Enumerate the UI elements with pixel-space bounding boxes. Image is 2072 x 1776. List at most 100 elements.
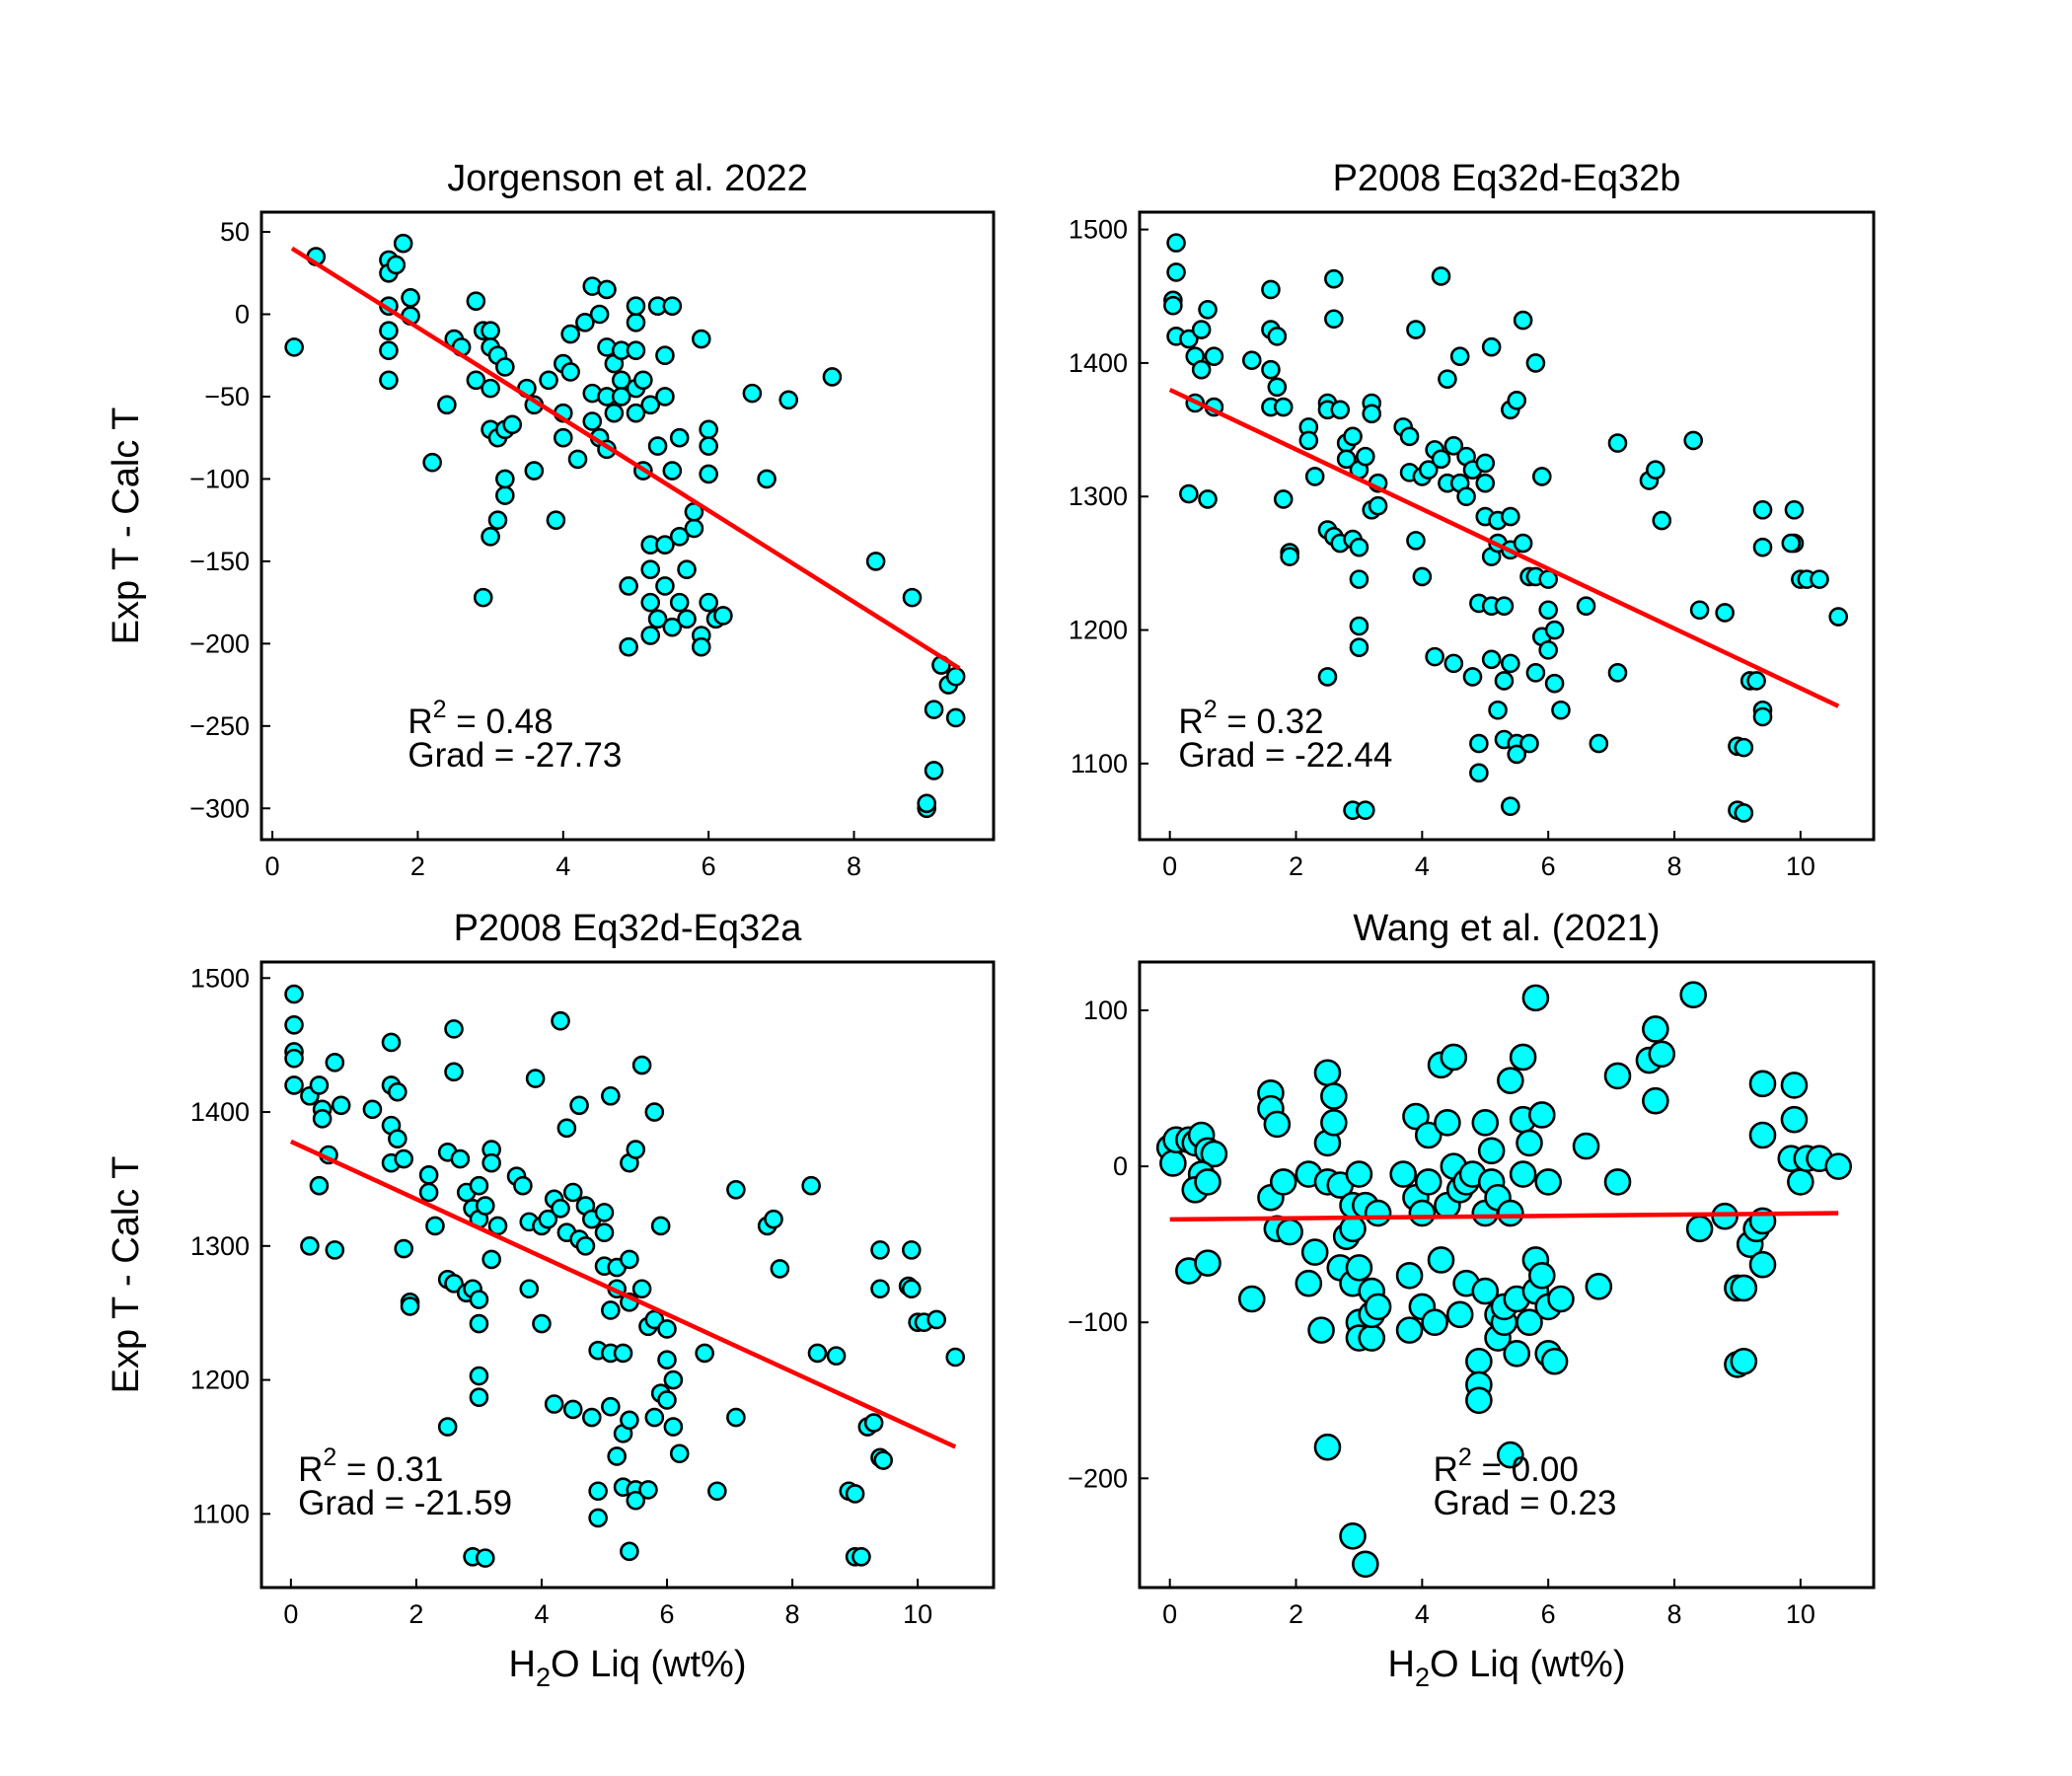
point [1469,733,1489,754]
point [1418,460,1439,480]
point [1402,1102,1430,1131]
point [469,1290,489,1309]
point [1603,1062,1632,1090]
point [684,518,704,539]
point [663,1369,684,1390]
point [425,1216,445,1236]
point [1273,489,1294,509]
point [1730,1274,1758,1302]
point [473,587,493,608]
x-axis-label-part: 2 [536,1663,551,1692]
point [691,636,711,657]
point [1752,537,1773,557]
point [713,606,733,626]
point [662,617,683,637]
point [640,592,661,613]
point [1513,310,1533,331]
point [418,1165,439,1185]
point [778,390,799,410]
x-tick-label: 6 [1541,851,1556,881]
point [1395,1261,1424,1290]
point [1414,1121,1443,1149]
point [475,1548,495,1568]
point [1406,320,1426,339]
r2-annotation-part: R [407,703,432,741]
point [1752,706,1773,727]
point [1358,1324,1386,1352]
point [1531,467,1552,486]
point [1273,397,1294,417]
point [422,452,442,473]
fit-line [289,1139,957,1449]
point [691,329,711,349]
point [1443,436,1464,456]
point [707,1481,727,1502]
point [1497,1067,1524,1094]
point [626,296,646,316]
point [1589,733,1609,754]
point [582,411,603,431]
point [1810,569,1829,589]
point [620,1541,639,1562]
point [669,1443,690,1464]
y-axis-label: Exp T - Calc T [106,407,147,645]
point [1585,1273,1613,1300]
y-tick-label: −50 [204,382,250,411]
y-tick-label: 50 [220,217,250,247]
point [650,1216,671,1236]
x-tick-label: 0 [283,1599,298,1629]
point [284,1048,304,1069]
point [502,414,523,435]
point [325,1240,345,1260]
point [1519,733,1539,754]
x-axis-label-part: 2 [1415,1663,1430,1692]
point [726,1179,746,1200]
point [1521,984,1550,1012]
point [1516,1308,1543,1337]
point [757,469,777,489]
y-tick-label: 1400 [1069,348,1128,378]
point [945,1347,966,1368]
subplot-title: Wang et al. (2021) [1353,908,1660,949]
r2-annotation-part: R [1434,1450,1458,1489]
point [394,1238,414,1259]
x-tick-label: 10 [1786,851,1815,881]
subplot-title: P2008 Eq32d-Eq32a [454,908,803,949]
point [1362,404,1382,424]
point [1469,763,1489,783]
point [699,464,718,484]
point [631,1055,652,1075]
point [1345,1254,1373,1282]
point [1734,803,1754,823]
point [1494,596,1515,616]
point [638,1480,658,1500]
point [1241,350,1262,371]
point [1734,737,1754,758]
point [1269,1168,1297,1196]
point [1465,1386,1493,1415]
r2-annotation-part: R [1178,703,1203,741]
point [1352,1550,1379,1579]
point [546,510,566,530]
point [1421,1308,1448,1337]
point [851,1546,871,1567]
point [1513,533,1533,554]
point [569,1095,589,1116]
y-tick-label: −200 [189,629,250,658]
point [553,427,573,448]
r2-annotation-part: = 0.00 [1472,1450,1579,1489]
point [1356,446,1375,467]
point [495,357,515,377]
point [284,984,304,1004]
point [1204,346,1224,366]
x-axis-label: H2O Liq (wt%) [1388,1644,1626,1692]
point [444,1019,464,1039]
x-axis-label-part: H [1388,1644,1415,1685]
axes-frame [1138,210,1876,842]
point [418,1182,439,1203]
point [1434,1109,1461,1137]
point [1471,1277,1500,1305]
point [1194,1168,1221,1196]
point [1368,495,1388,516]
